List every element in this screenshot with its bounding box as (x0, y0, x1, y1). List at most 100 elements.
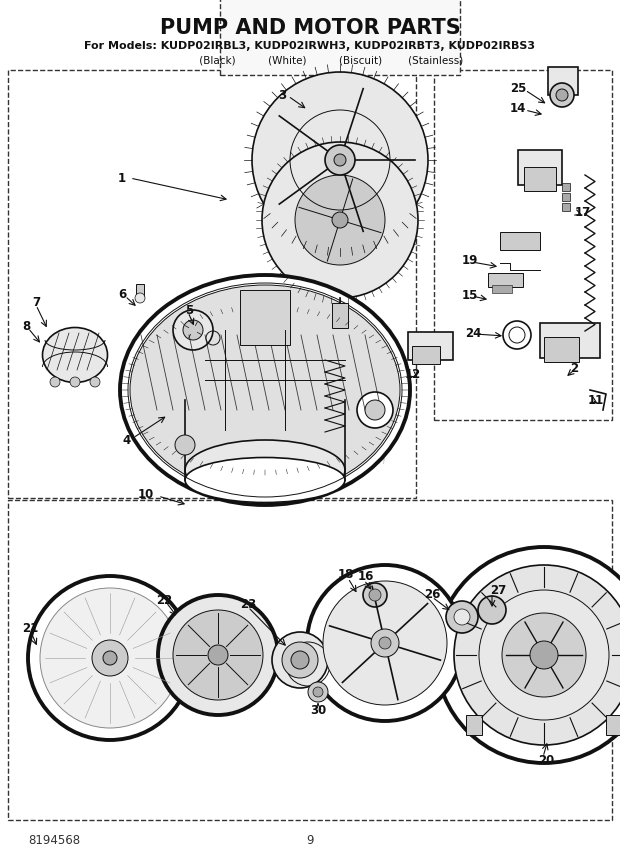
Circle shape (208, 645, 228, 665)
Circle shape (28, 576, 192, 740)
Bar (562, 193, 570, 201)
Bar (548, 67, 578, 95)
Bar (8, 70, 416, 498)
Bar (466, 715, 482, 735)
Text: 15: 15 (462, 288, 479, 301)
Bar (412, 346, 440, 364)
Text: 10: 10 (138, 488, 154, 501)
Text: eReplacementParts.com: eReplacementParts.com (234, 454, 386, 467)
Bar (220, 0, 460, 75)
Circle shape (291, 651, 309, 669)
Text: 20: 20 (538, 753, 554, 766)
Circle shape (135, 293, 145, 303)
Circle shape (530, 641, 558, 669)
Bar (524, 167, 556, 191)
Circle shape (365, 400, 385, 420)
Bar (492, 285, 512, 293)
Circle shape (252, 72, 428, 248)
Circle shape (307, 565, 463, 721)
Ellipse shape (185, 440, 345, 500)
Text: 7: 7 (32, 295, 40, 308)
Circle shape (371, 629, 399, 657)
Bar (540, 323, 600, 358)
Text: 30: 30 (310, 704, 326, 716)
Text: 22: 22 (156, 593, 172, 607)
Circle shape (325, 145, 355, 175)
Text: 26: 26 (424, 589, 440, 602)
Circle shape (550, 83, 574, 107)
Circle shape (92, 640, 128, 676)
Circle shape (478, 596, 506, 624)
Circle shape (295, 175, 385, 265)
Circle shape (308, 682, 328, 702)
Text: 8: 8 (22, 319, 30, 332)
Bar (500, 232, 540, 250)
Bar (544, 337, 579, 362)
Circle shape (454, 609, 470, 625)
Circle shape (313, 687, 323, 697)
Circle shape (379, 637, 391, 649)
Circle shape (173, 310, 213, 350)
Text: 23: 23 (240, 598, 256, 611)
Text: 6: 6 (118, 288, 126, 300)
Circle shape (479, 590, 609, 720)
Circle shape (556, 89, 568, 101)
Circle shape (262, 142, 418, 298)
Text: 11: 11 (588, 394, 604, 407)
Circle shape (502, 613, 586, 697)
Circle shape (183, 320, 203, 340)
Text: 8194568: 8194568 (28, 834, 80, 847)
Circle shape (454, 565, 620, 745)
Text: 1: 1 (118, 171, 126, 185)
Circle shape (158, 595, 278, 715)
Text: 4: 4 (122, 433, 130, 447)
Circle shape (103, 651, 117, 665)
Ellipse shape (43, 328, 107, 383)
Bar (434, 70, 612, 420)
Text: 14: 14 (510, 102, 526, 115)
Text: 3: 3 (278, 88, 286, 102)
Bar (8, 500, 612, 820)
Circle shape (70, 377, 80, 387)
Text: 19: 19 (462, 253, 479, 266)
Bar (332, 303, 348, 328)
Text: 16: 16 (358, 570, 374, 584)
Circle shape (50, 377, 60, 387)
Circle shape (175, 435, 195, 455)
Ellipse shape (185, 457, 345, 502)
Circle shape (357, 392, 393, 428)
Circle shape (446, 601, 478, 633)
Circle shape (90, 377, 100, 387)
Text: 5: 5 (185, 304, 193, 317)
Text: For Models: KUDP02IRBL3, KUDP02IRWH3, KUDP02IRBT3, KUDP02IRBS3: For Models: KUDP02IRBL3, KUDP02IRWH3, KU… (84, 41, 536, 51)
Bar (136, 284, 144, 298)
Circle shape (334, 154, 346, 166)
Text: 25: 25 (510, 81, 526, 94)
Bar (562, 183, 570, 191)
Bar (518, 150, 562, 185)
Circle shape (436, 547, 620, 763)
Circle shape (173, 610, 263, 700)
Text: 12: 12 (405, 367, 421, 381)
Circle shape (323, 581, 447, 705)
Ellipse shape (130, 285, 400, 495)
Circle shape (332, 212, 348, 228)
Bar (240, 290, 290, 345)
Text: 21: 21 (22, 621, 38, 634)
Bar (488, 273, 523, 287)
Text: 24: 24 (465, 326, 481, 340)
Text: 2: 2 (570, 361, 578, 375)
Text: PUMP AND MOTOR PARTS: PUMP AND MOTOR PARTS (159, 18, 461, 38)
Bar (562, 203, 570, 211)
Text: (Black)          (White)          (Biscuit)        (Stainless): (Black) (White) (Biscuit) (Stainless) (157, 55, 463, 65)
Text: 27: 27 (490, 585, 507, 597)
Circle shape (369, 589, 381, 601)
Bar (408, 332, 453, 360)
Circle shape (40, 588, 180, 728)
Circle shape (272, 632, 328, 688)
Bar (606, 715, 620, 735)
Circle shape (282, 642, 318, 678)
Text: 18: 18 (338, 568, 355, 581)
Circle shape (363, 583, 387, 607)
Text: 17: 17 (575, 205, 591, 218)
